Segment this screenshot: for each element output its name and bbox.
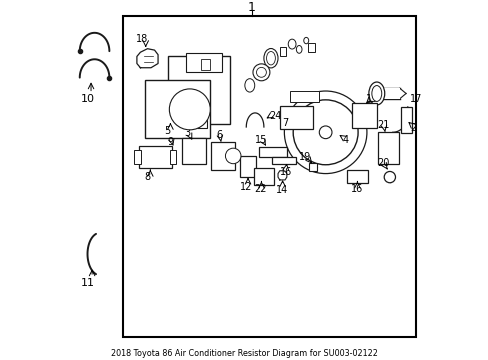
Bar [280,106,313,129]
Bar [122,16,415,337]
Bar [308,163,316,171]
Circle shape [169,89,210,130]
Text: 16: 16 [280,167,292,177]
Text: 9: 9 [167,137,173,147]
Bar [167,55,229,124]
Circle shape [225,148,241,164]
Bar [197,120,207,128]
Bar [271,157,295,164]
Text: 20: 20 [377,158,389,168]
Text: 10: 10 [81,94,95,104]
Ellipse shape [244,79,254,92]
Text: 12: 12 [240,182,252,192]
Text: 7: 7 [282,118,288,129]
Text: 21: 21 [377,120,389,130]
Bar [401,107,411,133]
Text: 13: 13 [366,94,378,104]
Ellipse shape [264,49,278,68]
Ellipse shape [287,39,295,49]
Bar [280,47,286,55]
Text: 15: 15 [254,135,266,145]
Text: 1: 1 [247,1,255,14]
Text: 14: 14 [276,185,288,195]
Bar [290,91,318,102]
Text: 16: 16 [350,184,362,194]
Circle shape [384,171,395,183]
Text: 18: 18 [136,34,148,44]
Bar [346,170,367,183]
Bar [308,43,314,52]
Ellipse shape [296,45,302,53]
Text: 8: 8 [144,172,150,182]
Bar [253,168,274,185]
Bar [186,53,221,72]
Circle shape [293,100,357,165]
Bar [258,148,286,157]
Ellipse shape [371,86,381,102]
Bar [376,88,399,99]
Text: 4: 4 [342,135,348,145]
Bar [351,103,376,129]
Text: 24: 24 [269,111,281,121]
Text: 2018 Toyota 86 Air Conditioner Resistor Diagram for SU003-02122: 2018 Toyota 86 Air Conditioner Resistor … [111,349,377,358]
Text: 6: 6 [216,130,222,140]
Text: 5: 5 [164,126,170,136]
Circle shape [319,126,331,139]
Bar [144,80,210,139]
Ellipse shape [256,67,266,77]
Bar [170,150,176,164]
Bar [210,142,234,170]
Ellipse shape [368,82,384,105]
Ellipse shape [252,64,269,81]
Bar [133,150,141,164]
Text: 3: 3 [183,128,190,138]
Bar [240,156,255,177]
Bar [377,132,398,164]
Bar [139,147,172,167]
Text: 17: 17 [409,94,421,104]
Ellipse shape [266,51,275,65]
Text: 23: 23 [178,119,190,129]
Bar [182,138,206,164]
Bar [201,59,210,70]
Text: 11: 11 [81,278,95,288]
Text: 19: 19 [299,152,311,162]
Text: 22: 22 [254,184,266,194]
Ellipse shape [303,37,308,44]
Text: 2: 2 [410,123,416,133]
